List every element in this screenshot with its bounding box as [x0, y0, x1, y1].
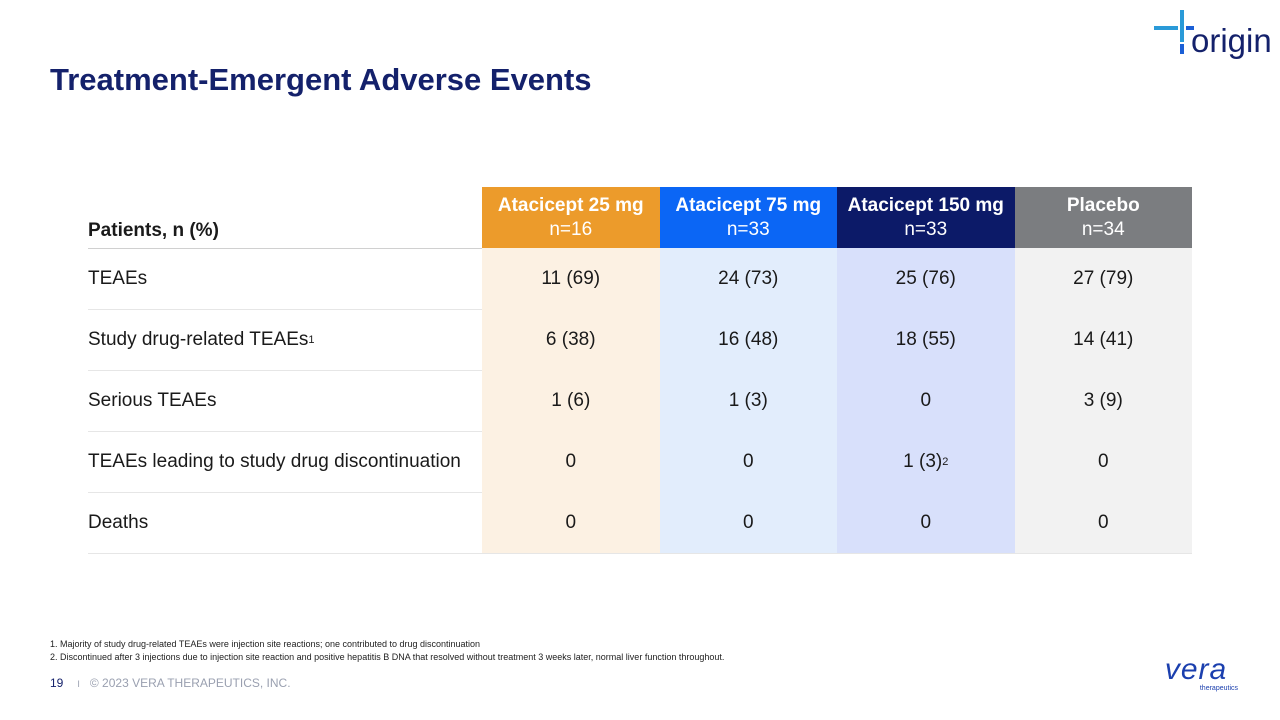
- separator: I: [77, 679, 80, 689]
- cell-text: 16 (48): [718, 328, 779, 350]
- column-name: Atacicept 75 mg: [675, 194, 822, 216]
- superscript: 1: [308, 333, 315, 346]
- vera-logo: vera therapeutics: [1154, 653, 1238, 693]
- page-number: 19: [50, 676, 64, 690]
- cell-text: 11 (69): [541, 267, 601, 289]
- cell-text: 1 (3): [903, 450, 943, 472]
- column-header: Atacicept 150 mg n=33: [837, 187, 1015, 248]
- column-name: Atacicept 25 mg: [497, 194, 644, 216]
- table-cell: 25 (76): [837, 248, 1015, 309]
- cell-text: 3 (9): [1083, 389, 1123, 411]
- footnote: 2. Discontinued after 3 injections due t…: [50, 652, 725, 662]
- table-cell: 18 (55): [837, 309, 1015, 370]
- table-cell: 1 (3): [659, 370, 837, 431]
- cell-text: 25 (76): [895, 267, 956, 289]
- cell-text: 0: [565, 450, 577, 472]
- table-cell: 1 (3) 2: [837, 431, 1015, 492]
- cell-text: 18 (55): [895, 328, 956, 350]
- row-label-text: TEAEs leading to study drug discontinuat…: [88, 450, 461, 472]
- row-label: Study drug-related TEAEs 1: [88, 309, 482, 370]
- origin-logo: origin: [1154, 10, 1270, 59]
- footnote: 1. Majority of study drug-related TEAEs …: [50, 639, 481, 649]
- brand-sub: therapeutics: [1199, 685, 1238, 692]
- cell-text: 6 (38): [545, 328, 596, 350]
- column-header: Atacicept 75 mg n=33: [659, 187, 837, 248]
- table-cell: 6 (38): [482, 309, 660, 370]
- table-cell: 0: [482, 492, 660, 553]
- table-cell: 0: [659, 492, 837, 553]
- table-cell: 3 (9): [1014, 370, 1192, 431]
- logo-cross: [1154, 10, 1194, 54]
- cell-text: 27 (79): [1073, 267, 1134, 289]
- row-label: TEAEs: [88, 248, 482, 309]
- cell-text: 14 (41): [1073, 328, 1134, 350]
- rule: [88, 553, 1192, 554]
- column-header: Atacicept 25 mg n=16: [482, 187, 660, 248]
- logo-text: origin: [1191, 22, 1270, 59]
- cell-text: 0: [920, 511, 932, 533]
- cell-text: 0: [1097, 450, 1109, 472]
- row-label-text: Deaths: [88, 511, 149, 533]
- table-cell: 11 (69): [482, 248, 660, 309]
- row-label: TEAEs leading to study drug discontinuat…: [88, 431, 482, 492]
- table-cell: 0: [837, 492, 1015, 553]
- column-name: Atacicept 150 mg: [847, 194, 1004, 216]
- table-cell: 0: [482, 431, 660, 492]
- column-n: n=33: [904, 218, 948, 240]
- footnotes: 1. Majority of study drug-related TEAEs …: [50, 638, 724, 664]
- cell-text: 1 (3): [728, 389, 768, 411]
- table-cell: 24 (73): [659, 248, 837, 309]
- table-cell: 0: [837, 370, 1015, 431]
- table-cell: 0: [1014, 431, 1192, 492]
- row-label-text: TEAEs: [88, 267, 148, 289]
- table-cell: 14 (41): [1014, 309, 1192, 370]
- superscript: 2: [942, 455, 949, 468]
- table-cell: 27 (79): [1014, 248, 1192, 309]
- table-cell: 0: [1014, 492, 1192, 553]
- table-cell: 1 (6): [482, 370, 660, 431]
- row-label: Deaths: [88, 492, 482, 553]
- row-label: Serious TEAEs: [88, 370, 482, 431]
- row-label-text: Serious TEAEs: [88, 389, 217, 411]
- copyright: © 2023 VERA THERAPEUTICS, INC.: [89, 676, 291, 690]
- table-cell: 16 (48): [659, 309, 837, 370]
- table-cell: 0: [659, 431, 837, 492]
- column-header: Placebo n=34: [1014, 187, 1192, 248]
- footer: 19 I © 2023 VERA THERAPEUTICS, INC.: [50, 676, 291, 690]
- cell-text: 24 (73): [718, 267, 779, 289]
- cell-text: 0: [565, 511, 577, 533]
- column-n: n=33: [726, 218, 770, 240]
- column-name: Placebo: [1066, 194, 1140, 216]
- brand: vera: [1164, 653, 1228, 686]
- column-n: n=16: [549, 218, 593, 240]
- corner-label: Patients, n (%): [88, 220, 219, 241]
- cell-text: 0: [1097, 511, 1109, 533]
- row-label-text: Study drug-related TEAEs: [88, 328, 309, 350]
- cell-text: 0: [742, 450, 754, 472]
- cell-text: 0: [742, 511, 754, 533]
- slide-title: Treatment-Emergent Adverse Events: [50, 62, 592, 97]
- column-n: n=34: [1081, 218, 1125, 240]
- cell-text: 1 (6): [551, 389, 591, 411]
- cell-text: 0: [920, 389, 932, 411]
